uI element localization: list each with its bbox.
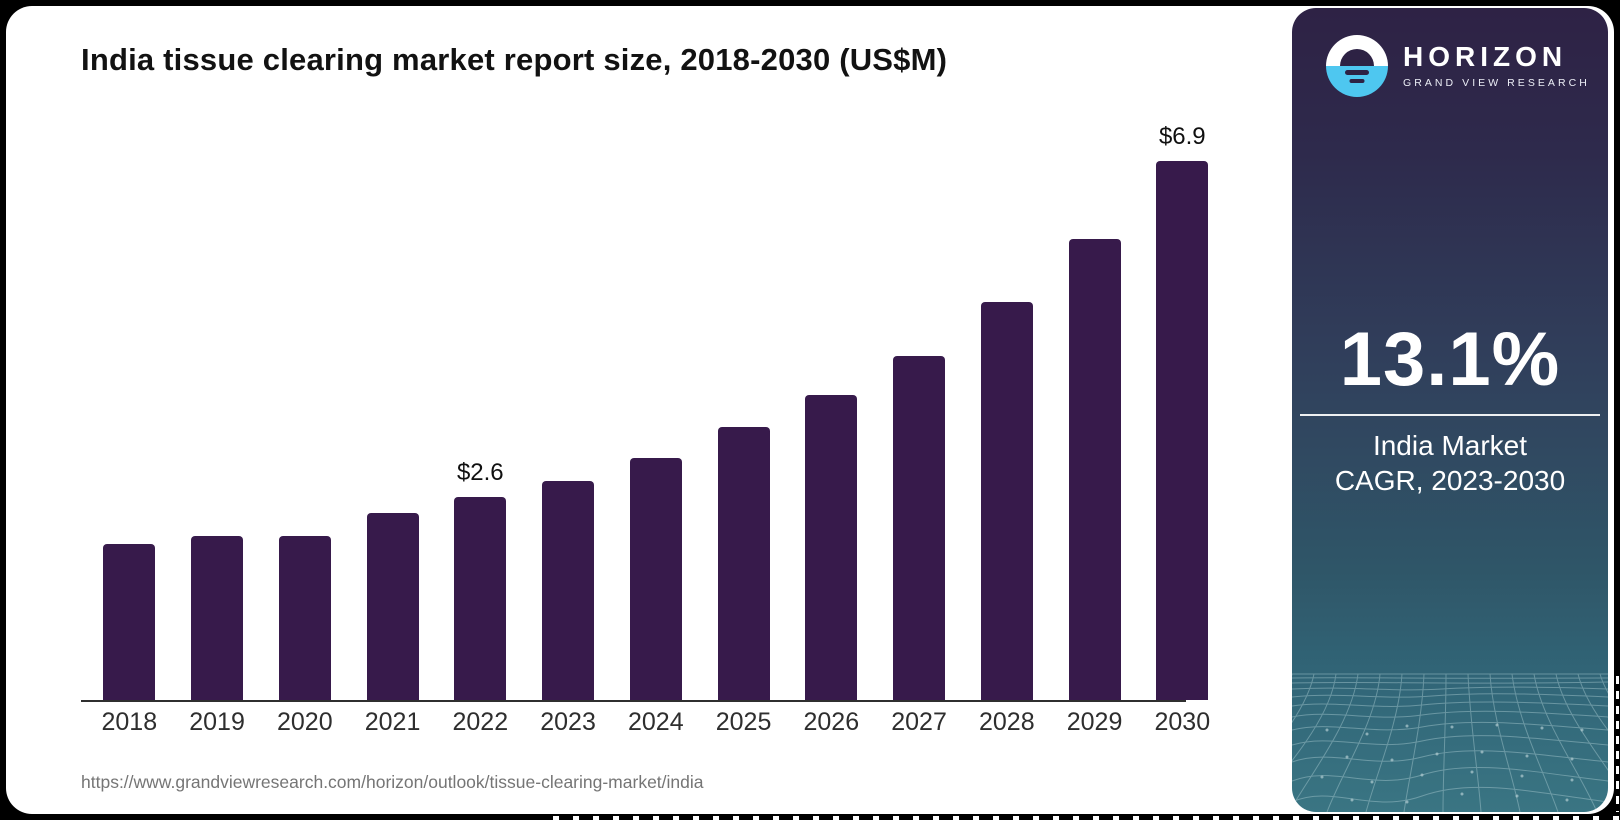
brand-logo: HORIZON GRAND VIEW RESEARCH bbox=[1326, 35, 1590, 97]
cagr-label-line1: India Market bbox=[1372, 430, 1528, 461]
brand-name: HORIZON bbox=[1403, 41, 1568, 72]
x-tick-2023: 2023 bbox=[540, 708, 596, 736]
bar-2027 bbox=[893, 356, 946, 700]
sun-reflection-line bbox=[1349, 79, 1365, 83]
x-tick-2018: 2018 bbox=[101, 708, 158, 736]
bar-2020 bbox=[278, 536, 331, 700]
brand-wordmark: HORIZON GRAND VIEW RESEARCH bbox=[1403, 41, 1590, 90]
x-tick-2022: 2022 bbox=[452, 708, 509, 736]
bar-2023 bbox=[542, 481, 595, 700]
bar-2025 bbox=[717, 426, 770, 700]
x-tick-2029: 2029 bbox=[1066, 708, 1123, 736]
sun-reflection-line bbox=[1345, 70, 1369, 75]
right-ruler-dashes bbox=[1616, 676, 1619, 812]
bottom-ruler-dashes bbox=[553, 816, 1620, 820]
x-tick-2026: 2026 bbox=[803, 708, 860, 736]
horizon-logo-icon bbox=[1326, 35, 1388, 97]
x-tick-2027: 2027 bbox=[891, 708, 947, 736]
x-tick-2020: 2020 bbox=[276, 708, 333, 736]
brand-subtitle: GRAND VIEW RESEARCH bbox=[1403, 77, 1590, 89]
source-url: https://www.grandviewresearch.com/horizo… bbox=[81, 772, 704, 792]
bar-2029 bbox=[1068, 239, 1121, 700]
wave-mesh-pattern bbox=[1292, 673, 1608, 812]
sun-icon bbox=[1340, 49, 1374, 66]
bar-2024 bbox=[629, 457, 682, 700]
x-tick-2028: 2028 bbox=[978, 708, 1035, 736]
x-tick-2021: 2021 bbox=[364, 708, 421, 736]
stat-divider bbox=[1300, 414, 1600, 416]
x-tick-2030: 2030 bbox=[1154, 708, 1211, 736]
bar-2022 bbox=[454, 496, 507, 700]
bar-2028 bbox=[980, 301, 1033, 700]
plot-area: 2018 2019 2020 2021 2022 $2.6 2023 2024 2025 2026… bbox=[81, 123, 1210, 736]
bar-2030 bbox=[1156, 161, 1209, 700]
chart-title: India tissue clearing market report size… bbox=[81, 42, 948, 77]
bar-value-label-2022: $2.6 bbox=[456, 458, 504, 486]
x-tick-2025: 2025 bbox=[715, 708, 772, 736]
bar-2019 bbox=[191, 536, 244, 700]
bar-2026 bbox=[805, 395, 858, 700]
cagr-stat-block: 13.1% India Market CAGR, 2023-2030 bbox=[1292, 320, 1608, 498]
cagr-label-line2: CAGR, 2023-2030 bbox=[1334, 465, 1566, 496]
bar-2021 bbox=[366, 512, 419, 700]
x-tick-2019: 2019 bbox=[189, 708, 245, 736]
cagr-value: 13.1% bbox=[1339, 317, 1561, 402]
brand-panel: HORIZON GRAND VIEW RESEARCH 13.1% India … bbox=[1292, 8, 1608, 812]
bar-2018 bbox=[103, 543, 156, 700]
x-tick-2024: 2024 bbox=[627, 708, 684, 736]
bar-value-label-2030: $6.9 bbox=[1158, 123, 1206, 151]
